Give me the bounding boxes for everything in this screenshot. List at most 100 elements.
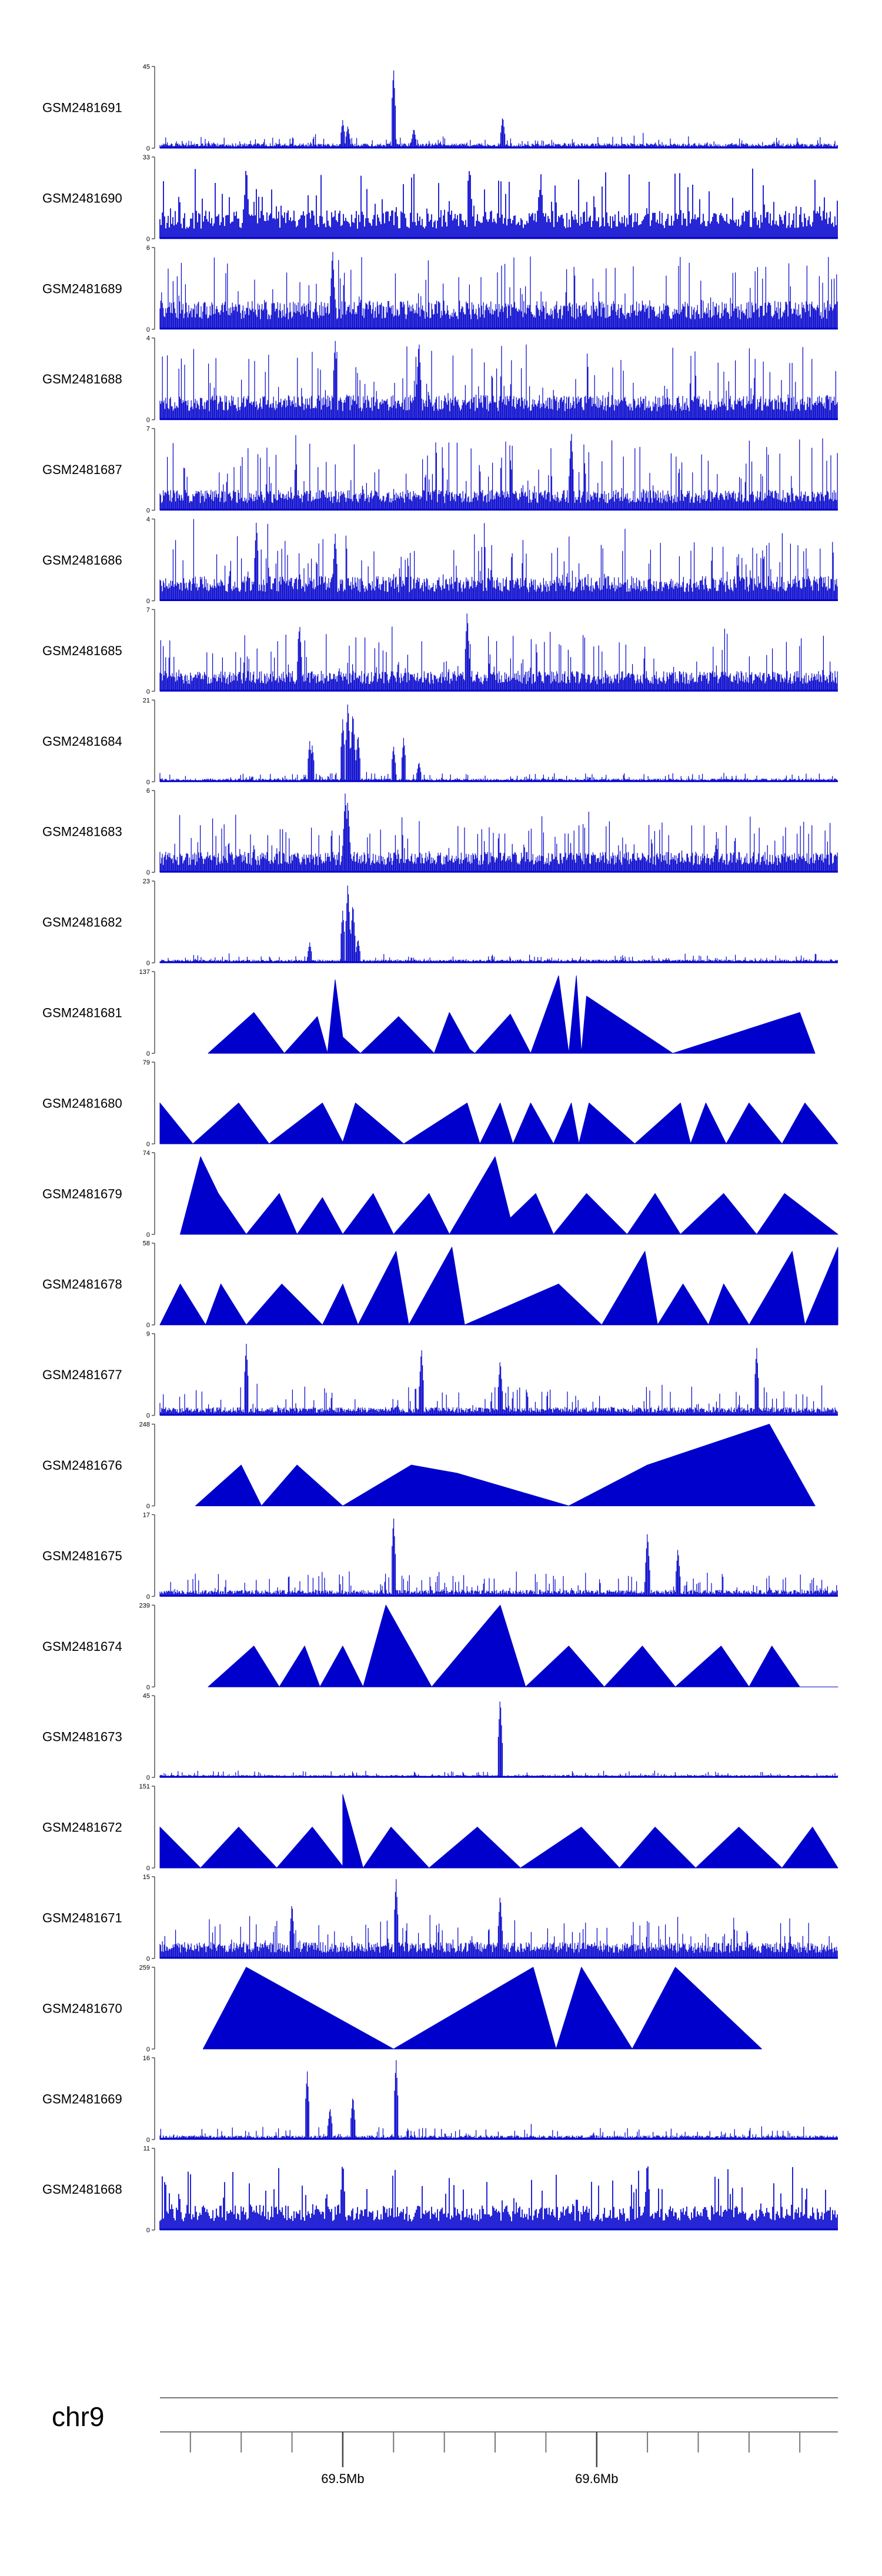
coverage-bars [159, 2060, 838, 2140]
tracks-layer: GSM2481691450GSM2481690330GSM248168960GS… [42, 64, 838, 2234]
track-name-label: GSM2481690 [42, 191, 122, 205]
track-y-max-label: 11 [143, 2145, 150, 2153]
coverage-bars [159, 885, 838, 963]
track-y-min-label: 0 [146, 688, 150, 695]
track-y-max-label: 45 [143, 1693, 150, 1700]
track-name-label: GSM2481679 [42, 1186, 122, 1201]
track-y-max-label: 79 [143, 1059, 150, 1066]
coverage-area [202, 1967, 762, 2050]
axis-tick-label: 69.5Mb [321, 2471, 364, 2486]
track-GSM2481681: GSM2481681 137 0 [42, 969, 816, 1057]
coverage-area [159, 1247, 838, 1326]
coverage-area [195, 1424, 816, 1506]
track-y-max-label: 9 [146, 1331, 150, 1338]
track-GSM2481676: GSM2481676 248 0 [42, 1422, 816, 1510]
track-name-label: GSM2481689 [42, 281, 122, 296]
track-y-max-label: 6 [146, 788, 150, 795]
coverage-area [208, 1604, 838, 1687]
track-GSM2481689: GSM2481689 6 0 [42, 245, 838, 333]
coverage-bars [159, 1879, 838, 1958]
track-y-min-label: 0 [146, 1050, 150, 1057]
track-GSM2481671: GSM2481671 15 0 [42, 1874, 838, 1963]
coverage-bars [159, 2166, 838, 2230]
coverage-bars [159, 1343, 838, 1416]
track-GSM2481686: GSM2481686 4 0 [42, 516, 838, 605]
track-name-label: GSM2481672 [42, 1820, 122, 1835]
track-y-min-label: 0 [146, 1684, 150, 1691]
track-GSM2481691: GSM2481691 45 0 [42, 64, 838, 152]
coverage-bars [159, 341, 838, 420]
track-name-label: GSM2481670 [42, 2001, 122, 2016]
track-y-min-label: 0 [146, 2046, 150, 2053]
track-name-label: GSM2481668 [42, 2182, 122, 2197]
coverage-bars [159, 1519, 838, 1597]
track-GSM2481677: GSM2481677 9 0 [42, 1331, 838, 1420]
track-name-label: GSM2481673 [42, 1730, 122, 1744]
track-y-max-label: 7 [146, 426, 150, 433]
coverage-area [159, 1794, 838, 1868]
track-GSM2481673: GSM2481673 45 0 [42, 1693, 838, 1781]
track-y-max-label: 151 [139, 1783, 150, 1790]
track-y-min-label: 0 [146, 779, 150, 786]
track-y-max-label: 23 [143, 878, 150, 885]
track-name-label: GSM2481678 [42, 1277, 122, 1292]
track-y-max-label: 17 [143, 1511, 150, 1519]
track-y-min-label: 0 [146, 145, 150, 152]
track-y-min-label: 0 [146, 2137, 150, 2144]
track-y-max-label: 4 [146, 516, 150, 523]
track-GSM2481688: GSM2481688 4 0 [42, 335, 838, 424]
coverage-area [208, 975, 816, 1054]
coverage-bars [159, 70, 838, 148]
track-y-max-label: 248 [139, 1422, 150, 1429]
track-name-label: GSM2481675 [42, 1549, 122, 1563]
track-y-max-label: 33 [143, 154, 150, 161]
track-GSM2481687: GSM2481687 7 0 [42, 426, 838, 515]
track-GSM2481675: GSM2481675 17 0 [42, 1511, 838, 1600]
coordinate-axis-ticks: 69.5Mb 69.6Mb [189, 2432, 801, 2486]
track-name-label: GSM2481674 [42, 1639, 122, 1654]
coverage-bars [159, 793, 838, 873]
coverage-bars [159, 168, 838, 239]
track-y-max-label: 259 [139, 1964, 150, 1971]
chromosome-label: chr9 [52, 2401, 104, 2432]
coverage-bars [159, 705, 838, 782]
track-y-min-label: 0 [146, 326, 150, 333]
track-name-label: GSM2481683 [42, 825, 122, 839]
track-GSM2481669: GSM2481669 16 0 [42, 2055, 838, 2144]
track-GSM2481672: GSM2481672 151 0 [42, 1783, 838, 1872]
track-GSM2481680: GSM2481680 79 0 [42, 1059, 838, 1148]
track-GSM2481668: GSM2481668 11 0 [42, 2145, 838, 2234]
track-y-min-label: 0 [146, 1322, 150, 1329]
track-y-min-label: 0 [146, 2227, 150, 2234]
track-y-max-label: 4 [146, 335, 150, 342]
track-name-label: GSM2481688 [42, 372, 122, 386]
track-name-label: GSM2481680 [42, 1096, 122, 1110]
track-y-min-label: 0 [146, 1956, 150, 1963]
track-GSM2481679: GSM2481679 74 0 [42, 1150, 838, 1239]
track-GSM2481685: GSM2481685 7 0 [42, 606, 838, 695]
track-y-max-label: 7 [146, 606, 150, 613]
track-y-max-label: 74 [143, 1150, 150, 1157]
axis-tick-label: 69.6Mb [575, 2471, 618, 2486]
track-y-min-label: 0 [146, 960, 150, 967]
track-y-max-label: 6 [146, 245, 150, 252]
track-name-label: GSM2481685 [42, 643, 122, 658]
track-y-min-label: 0 [146, 508, 150, 515]
track-name-label: GSM2481691 [42, 101, 122, 115]
track-y-max-label: 239 [139, 1602, 150, 1609]
track-y-min-label: 0 [146, 1774, 150, 1781]
track-y-max-label: 15 [143, 1874, 150, 1881]
coverage-bars [159, 433, 838, 510]
track-name-label: GSM2481669 [42, 2091, 122, 2106]
track-y-min-label: 0 [146, 1865, 150, 1872]
track-y-max-label: 45 [143, 64, 150, 71]
track-name-label: GSM2481676 [42, 1458, 122, 1473]
track-y-min-label: 0 [146, 1503, 150, 1510]
coverage-bars [159, 613, 838, 692]
track-y-min-label: 0 [146, 598, 150, 605]
track-GSM2481690: GSM2481690 33 0 [42, 154, 838, 243]
track-y-min-label: 0 [146, 1593, 150, 1600]
track-name-label: GSM2481677 [42, 1367, 122, 1382]
track-y-min-label: 0 [146, 417, 150, 424]
